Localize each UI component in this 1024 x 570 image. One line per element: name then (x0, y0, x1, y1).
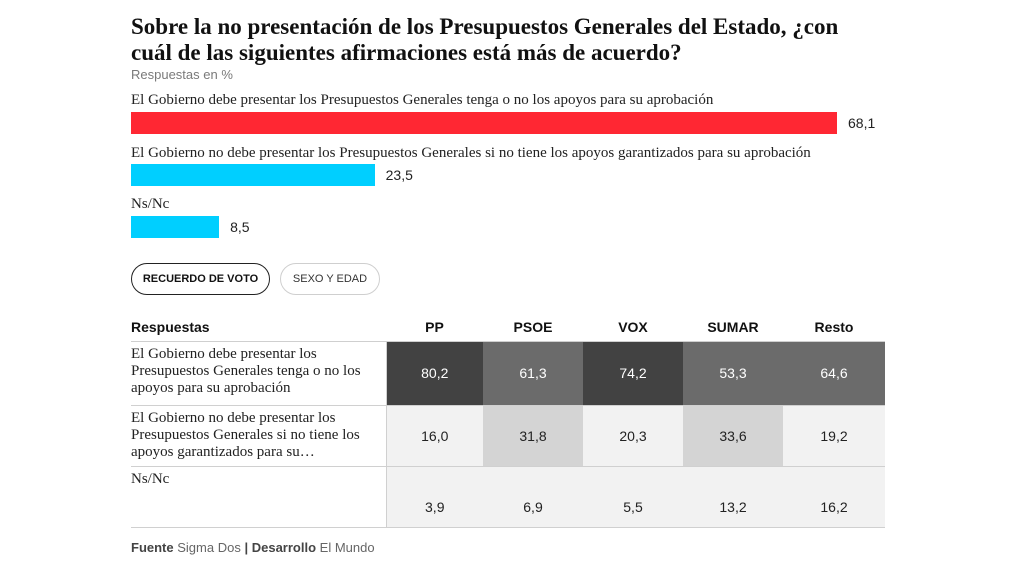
col-header-vox: VOX (583, 313, 683, 342)
chart-title: Sobre la no presentación de los Presupue… (131, 14, 839, 65)
table-cell: 33,6 (683, 405, 783, 467)
table-cell: 16,2 (783, 466, 885, 528)
table-cell: 19,2 (783, 405, 885, 467)
table-row: El Gobierno no debe presentar los Presup… (131, 405, 885, 467)
results-table: Respuestas PP PSOE VOX SUMAR Resto El Go… (131, 313, 885, 528)
table-cell: 80,2 (386, 341, 483, 406)
table-cell: 13,2 (683, 466, 783, 528)
table-cell: 61,3 (483, 341, 583, 406)
col-header-respuestas: Respuestas (131, 313, 386, 342)
table-row: Ns/Nc 3,9 6,9 5,5 13,2 16,2 (131, 466, 885, 528)
col-header-psoe: PSOE (483, 313, 583, 342)
row-label: El Gobierno debe presentar los Presupues… (131, 341, 387, 406)
footer-dev: El Mundo (319, 540, 375, 555)
col-header-resto: Resto (783, 313, 885, 342)
footer-credits: Fuente Sigma Dos | Desarrollo El Mundo (131, 540, 375, 555)
table-cell: 64,6 (783, 341, 885, 406)
bar-label-2: El Gobierno no debe presentar los Presup… (131, 145, 811, 161)
tab-sexo-y-edad[interactable]: SEXO Y EDAD (280, 263, 380, 295)
table-cell: 31,8 (483, 405, 583, 467)
footer-source-label: Fuente (131, 540, 174, 555)
table-cell: 74,2 (583, 341, 683, 406)
table-cell: 6,9 (483, 466, 583, 528)
bar-3 (131, 216, 220, 238)
bar-1 (131, 112, 837, 134)
row-label: Ns/Nc (131, 466, 387, 528)
bar-value-2: 23,5 (385, 167, 413, 183)
chart-subtitle: Respuestas en % (131, 67, 233, 82)
col-header-pp: PP (386, 313, 483, 342)
table-cell: 53,3 (683, 341, 783, 406)
footer-source: Sigma Dos (177, 540, 241, 555)
table-cell: 16,0 (386, 405, 483, 467)
bar-value-3: 8,5 (230, 219, 250, 235)
table-cell: 5,5 (583, 466, 683, 528)
bar-label-3: Ns/Nc (131, 196, 170, 212)
bar-label-1: El Gobierno debe presentar los Presupues… (131, 92, 714, 108)
table-cell: 3,9 (386, 466, 483, 528)
table-row: El Gobierno debe presentar los Presupues… (131, 341, 885, 406)
tab-recuerdo-de-voto[interactable]: RECUERDO DE VOTO (131, 263, 270, 295)
table-cell: 20,3 (583, 405, 683, 467)
table-header-row: Respuestas PP PSOE VOX SUMAR Resto (131, 313, 885, 342)
bar-2 (131, 164, 375, 186)
footer-separator: | (244, 540, 249, 555)
col-header-sumar: SUMAR (683, 313, 783, 342)
row-label: El Gobierno no debe presentar los Presup… (131, 405, 387, 467)
bar-value-1: 68,1 (848, 115, 876, 131)
footer-dev-label: Desarrollo (251, 540, 317, 555)
